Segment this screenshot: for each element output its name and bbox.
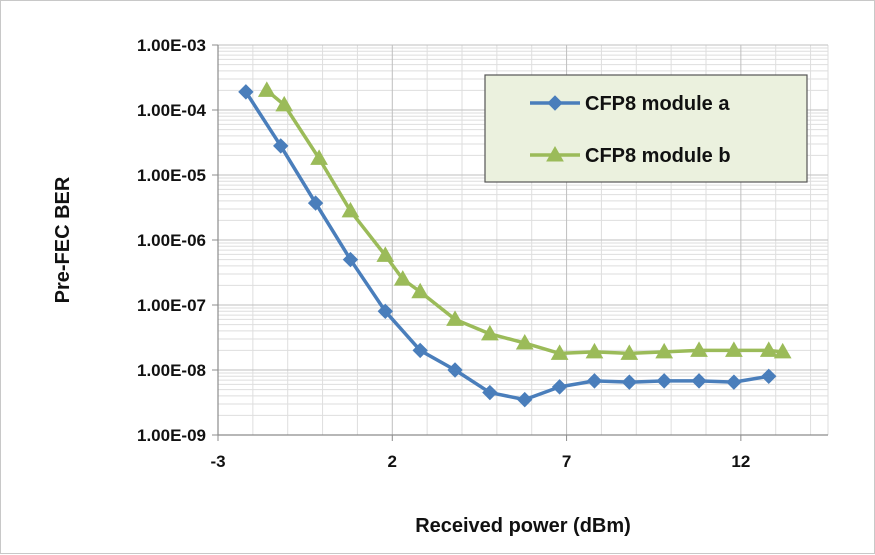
x-tick-labels: -3 2 7 12 [210,435,750,471]
y-tick-label: 1.00E-09 [137,426,206,445]
data-point-triangle [725,341,743,357]
data-point-triangle [515,334,534,350]
y-axis-title: Pre-FEC BER [52,176,74,303]
data-point-triangle [376,246,395,262]
data-point-triangle [759,341,778,357]
data-point-diamond [238,84,254,100]
data-point-diamond [342,251,359,268]
data-point-diamond [726,374,742,390]
series-module-a [238,84,777,408]
data-point-triangle [310,149,328,165]
data-point-triangle [257,81,276,97]
x-axis-title: Received power (dBm) [415,515,631,537]
data-point-triangle [550,344,569,360]
series-line [265,89,783,356]
series-layer [238,81,792,408]
legend-triangle-marker [546,145,564,162]
data-point-triangle [411,282,430,299]
y-tick-label: 1.00E-07 [137,296,206,315]
data-point-diamond [482,384,498,401]
data-point-diamond [656,373,672,389]
data-point-triangle [393,270,412,286]
data-point-triangle [620,344,639,360]
legend-label-module-a: CFP8 module a [585,93,730,115]
y-tick-label: 1.00E-03 [137,36,206,55]
data-point-diamond [691,373,707,389]
data-point-diamond [761,368,777,385]
series-module-b [257,81,792,360]
data-point-triangle [446,310,464,326]
y-tick-label: 1.00E-04 [137,101,207,120]
data-point-triangle [585,342,604,359]
x-tick-label: 2 [388,452,397,471]
y-tick-label: 1.00E-08 [137,361,206,380]
y-tick-label: 1.00E-06 [137,231,206,250]
legend-item-module-b: CFP8 module b [530,145,731,167]
data-point-diamond [621,374,638,390]
y-tick-labels: 1.00E-03 1.00E-04 1.00E-05 1.00E-06 1.00E-07… [137,36,218,445]
data-point-triangle [341,201,360,218]
data-point-triangle [655,342,674,359]
series-line [244,90,770,402]
data-point-diamond [412,342,428,359]
legend: CFP8 module a CFP8 module b [484,74,808,183]
data-point-diamond [586,373,603,389]
data-point-diamond [517,391,533,408]
data-point-diamond [307,195,324,211]
data-point-diamond [551,379,568,395]
data-point-triangle [481,324,499,341]
legend-diamond-marker [547,95,563,111]
data-point-triangle [275,95,294,112]
legend-box [484,74,808,183]
x-tick-label: 7 [562,452,571,471]
legend-label-module-b: CFP8 module b [585,145,731,167]
data-point-triangle [690,341,708,357]
data-point-diamond [377,303,394,320]
data-point-diamond [273,138,289,154]
data-point-diamond [447,362,463,378]
x-tick-label: -3 [210,452,225,471]
legend-item-module-a: CFP8 module a [530,93,730,115]
x-tick-label: 12 [731,452,750,471]
data-point-triangle [773,342,792,359]
y-tick-label: 1.00E-05 [137,166,206,185]
